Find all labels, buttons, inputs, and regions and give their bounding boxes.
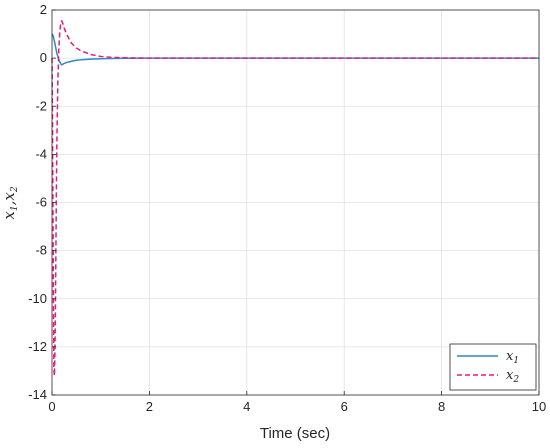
y-tick-label: -8 [35,243,47,258]
y-tick-label: -6 [35,195,47,210]
x-tick-label: 10 [532,399,546,414]
legend-box [449,343,537,391]
x-tick-label: 0 [48,399,55,414]
series-line-x2 [51,20,539,377]
series-line-x1 [51,33,539,66]
x-tick-label: 2 [146,399,153,414]
series-group [51,20,539,377]
legend: x1 x2 [449,343,537,391]
legend-label-x2: x2 [506,368,519,385]
x-tick-label: 4 [243,399,250,414]
y-tick-label: 2 [40,2,47,17]
x-tick-label: 8 [438,399,445,414]
ticks-group: 0 2 4 6 8 10 2 0 -2 -4 -6 -8 -10 -12 -14 [28,2,546,414]
x-axis-label: Time (sec) [260,425,330,442]
y-tick-label: -10 [28,291,47,306]
y-axis-label: x1,x2 [0,186,20,219]
y-tick-label: -14 [28,387,47,402]
legend-label-x1: x1 [506,349,519,366]
x-tick-label: 6 [341,399,348,414]
y-tick-label: -12 [28,339,47,354]
y-tick-label: 0 [40,50,47,65]
y-tick-label: -2 [35,98,47,113]
y-tick-label: -4 [35,146,47,161]
